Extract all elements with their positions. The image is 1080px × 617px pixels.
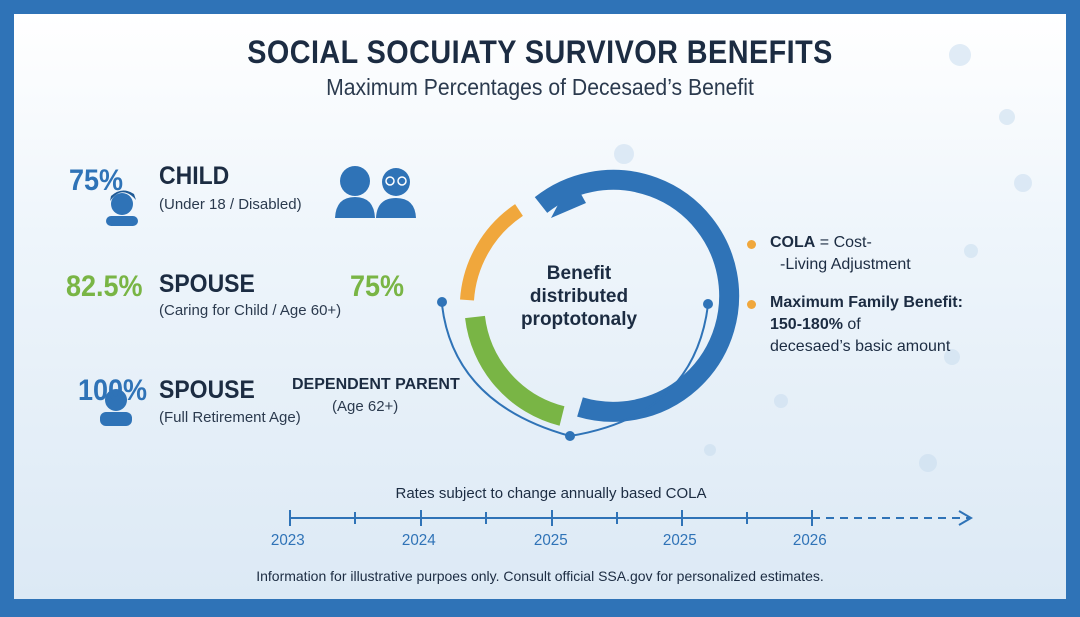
cola-bullet bbox=[747, 240, 756, 249]
dependent-parent-category: DEPENDENT PARENT bbox=[292, 376, 460, 393]
decor-bubble bbox=[1014, 174, 1032, 192]
max-family-title: Maximum Family Benefit: bbox=[770, 294, 963, 311]
child-icon bbox=[106, 190, 138, 226]
cola-def-1: = Cost- bbox=[819, 234, 872, 251]
person-icon bbox=[100, 389, 132, 426]
max-family-range: 150-180% bbox=[770, 316, 843, 333]
timeline-label: 2024 bbox=[401, 532, 436, 549]
child-note: (Under 18 / Disabled) bbox=[159, 196, 302, 213]
cycle-dot-right bbox=[703, 299, 713, 309]
decor-bubble bbox=[964, 244, 978, 258]
spouse-fra-percent: 100% bbox=[78, 374, 148, 407]
cola-term: COLA bbox=[770, 234, 816, 251]
decor-bubble bbox=[774, 394, 788, 408]
cola-info: COLA = Cost- -Living Adjustment bbox=[770, 232, 911, 276]
cycle-arc-orange bbox=[460, 204, 524, 301]
dependent-parent-note: (Age 62+) bbox=[332, 398, 399, 415]
timeline bbox=[289, 510, 973, 526]
cycle-center-line: Benefit bbox=[546, 263, 612, 284]
cycle-arc-green bbox=[465, 315, 565, 426]
decor-bubble bbox=[944, 349, 960, 365]
child-percent: 75% bbox=[69, 164, 124, 197]
dependent-parent-percent: 75% bbox=[350, 270, 405, 303]
max-family-bullet bbox=[747, 300, 756, 309]
footer-disclaimer: Information for illustrative purpoes onl… bbox=[256, 568, 824, 584]
decor-bubble bbox=[949, 44, 971, 66]
spouse-caring-note: (Caring for Child / Age 60+) bbox=[159, 302, 342, 319]
spouse-caring-percent: 82.5% bbox=[66, 270, 143, 303]
max-family-info: Maximum Family Benefit: 150-180% of dece… bbox=[770, 292, 963, 358]
page-subtitle: Maximum Percentages of Decesaed’s Benefi… bbox=[326, 74, 754, 100]
timeline-label: 2025 bbox=[662, 532, 697, 549]
infographic-frame: SOCIAL SOCUIATY SURVIVOR BENEFITS Maximu… bbox=[14, 14, 1066, 599]
decor-bubble bbox=[614, 144, 634, 164]
timeline-caption: Rates subject to change annually based C… bbox=[395, 485, 707, 502]
decor-bubble bbox=[704, 444, 716, 456]
couple-icon bbox=[335, 166, 416, 218]
decor-bubble bbox=[919, 454, 937, 472]
cycle-center-text: Benefit distributed proptotonaly bbox=[484, 262, 674, 331]
timeline-label: 2026 bbox=[792, 532, 827, 549]
timeline-label: 2023 bbox=[270, 532, 305, 549]
max-family-of: of bbox=[847, 316, 861, 333]
cycle-diagram bbox=[437, 169, 740, 441]
spouse-fra-note: (Full Retirement Age) bbox=[159, 409, 301, 426]
spouse-fra-category: SPOUSE bbox=[159, 376, 255, 404]
cycle-center-line: proptotonaly bbox=[520, 309, 638, 330]
timeline-label: 2025 bbox=[533, 532, 568, 549]
max-family-tail: decesaed’s basic amount bbox=[770, 338, 951, 355]
graphics-layer bbox=[100, 166, 973, 526]
cycle-arrowhead bbox=[551, 178, 586, 218]
cola-def-2: -Living Adjustment bbox=[780, 256, 911, 273]
child-category: CHILD bbox=[159, 162, 230, 190]
decor-bubble bbox=[999, 109, 1015, 125]
spouse-caring-category: SPOUSE bbox=[159, 270, 255, 298]
cycle-center-line: distributed bbox=[529, 286, 629, 307]
page-title: SOCIAL SOCUIATY SURVIVOR BENEFITS bbox=[247, 34, 833, 70]
cycle-dot-bottom bbox=[565, 431, 575, 441]
cycle-dot-left bbox=[437, 297, 447, 307]
